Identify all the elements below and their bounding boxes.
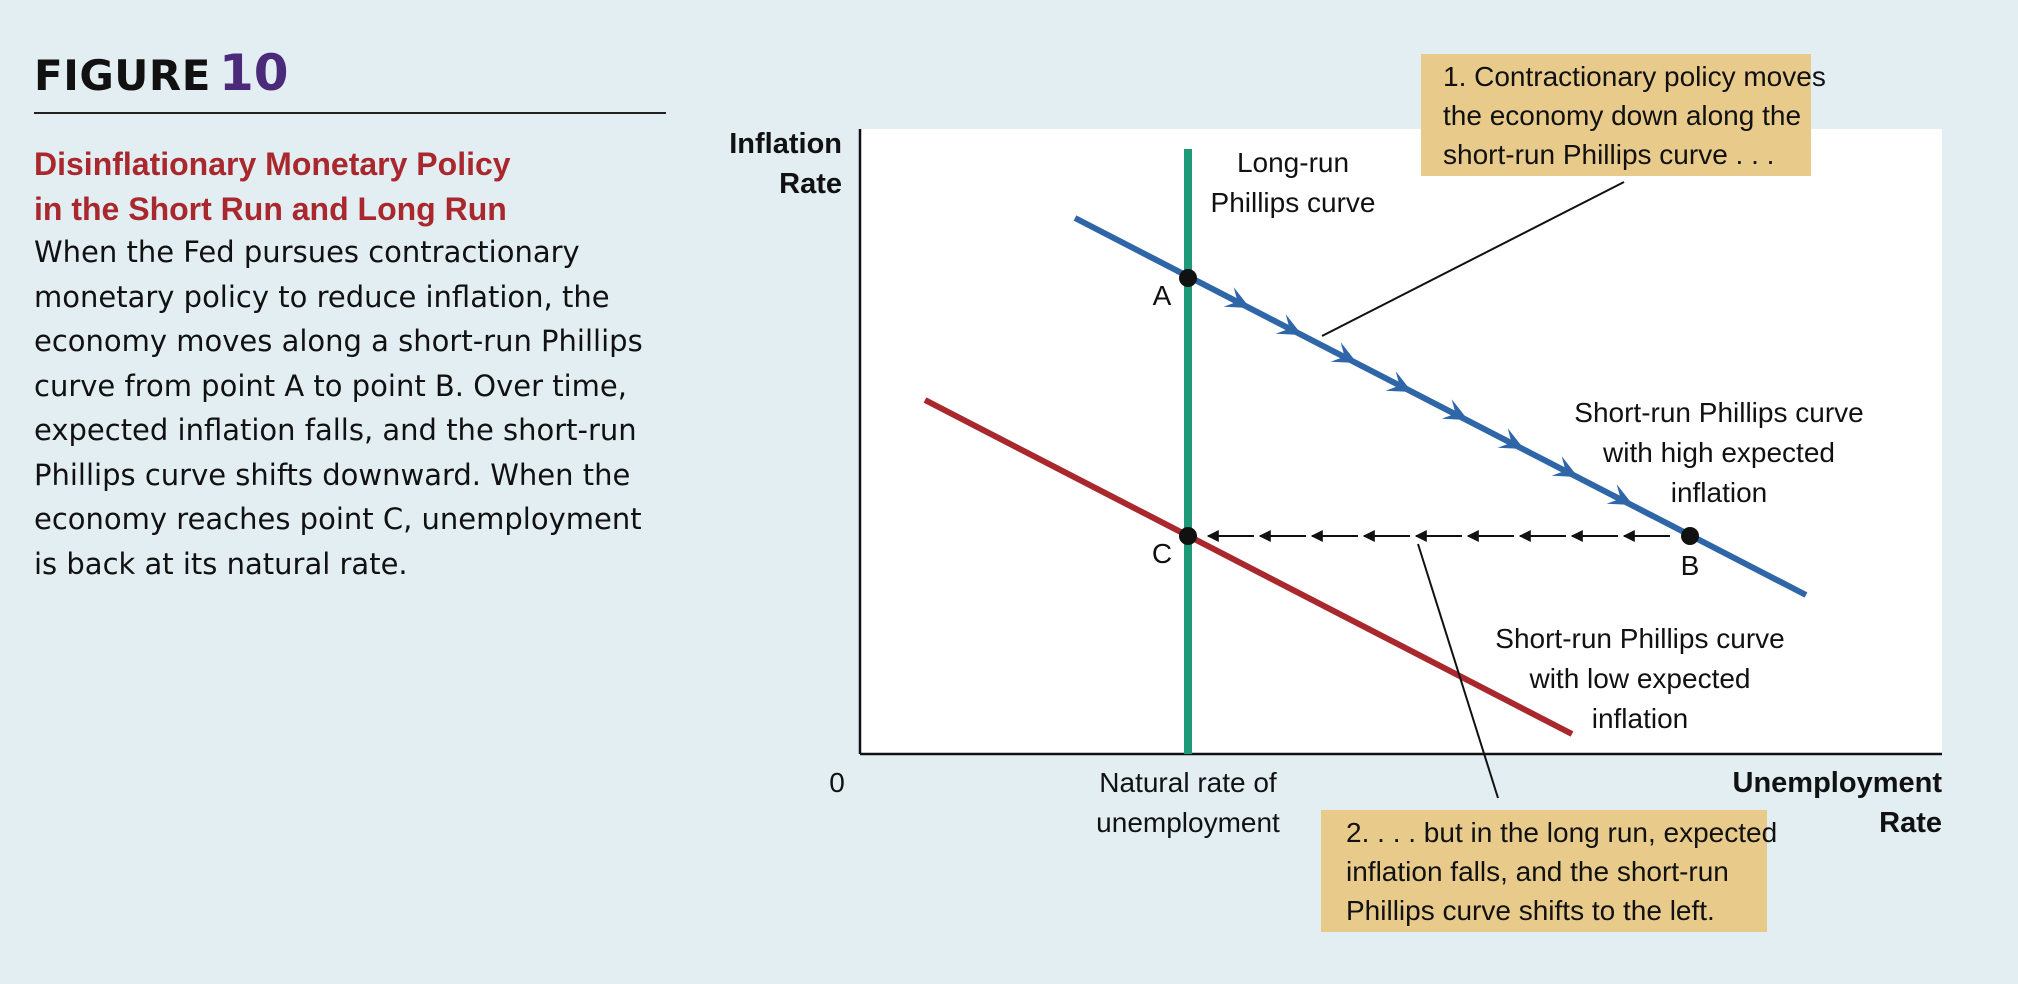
note1-line: the economy down along the — [1443, 100, 1801, 131]
point-b — [1681, 527, 1699, 545]
plot-area — [860, 129, 1942, 754]
natural-rate-label-line: Natural rate of — [1099, 767, 1277, 798]
figure-title-line: Disinflationary Monetary Policy — [34, 146, 511, 182]
direction-chevron — [1441, 399, 1468, 420]
lrpc-label-line: Long-run — [1237, 147, 1349, 178]
figure-caption: When the Fed pursues contractionary mone… — [34, 230, 674, 586]
srpc-low-label-line: with low expected — [1528, 663, 1750, 694]
note1-box — [1421, 54, 1811, 176]
figure-title-line: in the Short Run and Long Run — [34, 191, 507, 227]
srpc-low-label-line: inflation — [1592, 703, 1689, 734]
figure-number: 10 — [218, 44, 289, 102]
direction-chevron — [1330, 342, 1357, 363]
srpc-high-label-line: Short-run Phillips curve — [1574, 397, 1863, 428]
srpc-low-label-line: Short-run Phillips curve — [1495, 623, 1784, 654]
caption-line: economy reaches point C, unemployment — [34, 502, 642, 536]
note2-box — [1321, 810, 1767, 932]
caption-line: monetary policy to reduce inflation, the — [34, 279, 610, 314]
note2-line: Phillips curve shifts to the left. — [1346, 895, 1715, 926]
figure-header: FIGURE 10 — [34, 44, 666, 114]
note2-line: 2. . . . but in the long run, expected — [1346, 817, 1777, 848]
caption-line: When the Fed pursues contractionary — [34, 235, 580, 269]
srpc-direction-arrows — [1223, 287, 1633, 505]
point-c-label: C — [1152, 538, 1172, 569]
origin-label: 0 — [829, 767, 845, 798]
point-a-label: A — [1153, 280, 1172, 311]
caption-line: expected inflation falls, and the short-… — [34, 413, 637, 447]
note2-line: inflation falls, and the short-run — [1346, 856, 1729, 887]
y-axis-label-line: Inflation — [729, 128, 842, 160]
note1-line: short-run Phillips curve . . . — [1443, 139, 1774, 170]
srpc-low-line — [923, 397, 1574, 737]
direction-chevron — [1497, 428, 1524, 449]
point-a — [1179, 269, 1197, 287]
figure-word: FIGURE — [34, 51, 211, 100]
x-axis-label-line: Unemployment — [1733, 767, 1943, 799]
x-axis-label-line: Rate — [1879, 807, 1942, 839]
note1-line: 1. Contractionary policy moves — [1443, 61, 1826, 92]
point-b-label: B — [1681, 550, 1700, 581]
direction-chevron — [1275, 314, 1302, 335]
caption-line: curve from point A to point B. Over time… — [34, 368, 627, 403]
caption-line: economy moves along a short-run Phillips — [34, 324, 643, 358]
direction-chevron — [1606, 484, 1633, 505]
caption-line: Phillips curve shifts downward. When the — [34, 457, 631, 492]
caption-line: is back at its natural rate. — [34, 546, 408, 581]
lrpc-label-line: Phillips curve — [1211, 187, 1376, 218]
srpc-high-label-line: with high expected — [1602, 437, 1835, 468]
direction-chevron — [1551, 456, 1578, 477]
note1-leader-line — [1321, 181, 1625, 337]
figure-title: Disinflationary Monetary Policy in the S… — [34, 142, 674, 232]
point-c — [1179, 527, 1197, 545]
direction-chevron — [1385, 371, 1412, 392]
natural-rate-label-line: unemployment — [1096, 807, 1280, 838]
y-axis-label-line: Rate — [779, 168, 842, 200]
srpc-high-label-line: inflation — [1671, 477, 1768, 508]
direction-chevron — [1223, 287, 1250, 308]
note2-leader-line — [1417, 543, 1499, 799]
